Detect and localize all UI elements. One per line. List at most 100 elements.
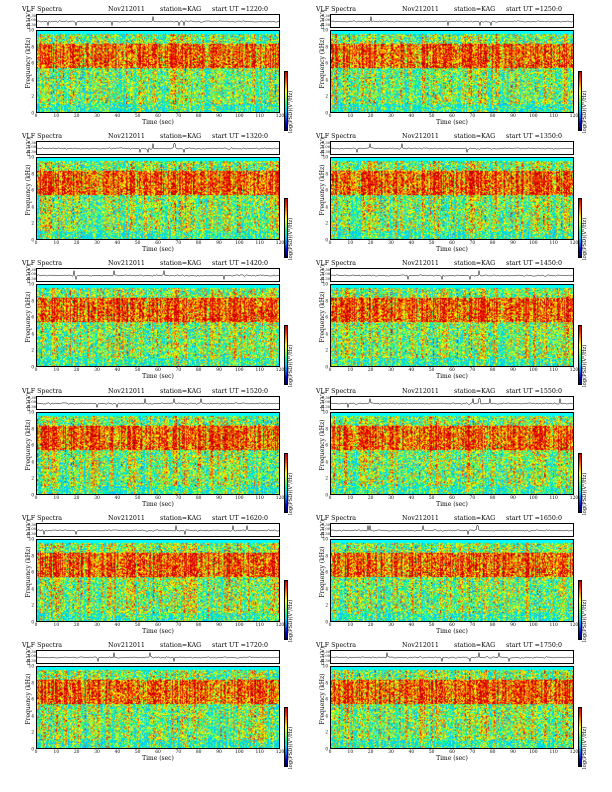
time-tick-label: 20 — [73, 241, 80, 246]
station-label: station=KAG — [160, 388, 202, 395]
waveform-plot: ch1(V) 0.30 0.00 -0.30 — [320, 11, 574, 29]
time-tick-label: 30 — [94, 368, 100, 373]
waveform-tick-label: 0.30 — [321, 523, 330, 527]
waveform-ticks: 0.30 0.00 -0.30 — [25, 396, 36, 409]
frequency-tick-label: 4 — [325, 77, 328, 83]
date-label: Nov212011 — [108, 260, 145, 267]
chart-title: VLF Spectra — [22, 133, 62, 140]
time-tick-label: 50 — [428, 750, 435, 755]
spectrogram-canvas — [37, 667, 279, 748]
spectrogram-heatmap — [36, 30, 280, 113]
waveform-tick-label: -0.30 — [26, 149, 36, 154]
frequency-ticks: 10 8 6 4 2 0 — [320, 282, 328, 370]
waveform-plot: ch1(V) 0.30 0.00 -0.30 — [320, 138, 574, 156]
frequency-tick-label: 6 — [325, 187, 328, 193]
spectrogram-canvas — [37, 285, 279, 366]
time-tick-label: 60 — [155, 241, 161, 246]
frequency-tick-label: 0 — [31, 746, 34, 752]
time-tick-label: 40 — [114, 496, 121, 501]
time-tick-label: 110 — [549, 114, 558, 119]
time-tick-label: 80 — [195, 241, 202, 246]
waveform-tick-label: 0.00 — [27, 272, 36, 277]
waveform-tick-label: 0.00 — [321, 272, 330, 277]
time-axis-label: Time (sec) — [436, 246, 468, 253]
frequency-axis-label: Frequency (kHz) — [25, 419, 32, 471]
time-tick-label: 30 — [94, 114, 100, 119]
frequency-tick-label: 2 — [31, 729, 34, 735]
time-ticks: 0 10 20 30 40 50 60 70 80 90 100 110 120 — [35, 750, 285, 756]
frequency-tick-label: 8 — [31, 553, 34, 559]
colorbar-label: log(PSD)(V²/Hz) — [582, 90, 588, 133]
time-tick-label: 0 — [328, 623, 332, 628]
time-tick-label: 30 — [388, 368, 394, 373]
time-tick-label: 0 — [34, 241, 38, 246]
time-ticks: 0 10 20 30 40 50 60 70 80 90 100 110 120 — [34, 368, 285, 374]
frequency-tick-label: 8 — [325, 298, 328, 304]
frequency-tick-label: 4 — [31, 586, 34, 592]
spectrogram-canvas — [37, 540, 279, 621]
waveform-trace — [331, 16, 574, 27]
frequency-tick-label: 0 — [31, 492, 34, 498]
station-label: station=KAG — [454, 642, 496, 649]
time-ticks: 0 10 20 30 40 50 60 70 80 90 100 110 120 — [35, 623, 285, 629]
frequency-ticks: 10 8 6 4 2 0 — [320, 663, 328, 752]
time-tick-label: 80 — [489, 496, 496, 501]
waveform-tick-label: 0.00 — [27, 145, 36, 150]
time-tick-label: 40 — [114, 750, 121, 755]
time-axis-label: Time (sec) — [436, 755, 468, 762]
panel-header: VLF Spectra Nov212011 station=KAG start UT … — [316, 387, 588, 396]
date-label: Nov212011 — [108, 6, 145, 13]
frequency-tick-label: 4 — [31, 713, 34, 719]
colorbar-label: log(PSD)(V²/Hz) — [288, 344, 294, 387]
time-tick-label: 40 — [408, 496, 415, 501]
time-tick-label: 20 — [73, 114, 80, 119]
station-label: station=KAG — [454, 6, 496, 13]
time-tick-label: 70 — [175, 241, 182, 246]
waveform-plot: ch1(V) 0.30 0.00 -0.30 — [26, 265, 280, 283]
waveform-ticks: 0.30 0.00 -0.30 — [25, 650, 36, 663]
frequency-tick-label: 8 — [31, 171, 34, 177]
time-tick-label: 120 — [569, 241, 579, 246]
frequency-tick-label: 10 — [322, 663, 328, 669]
time-tick-label: 10 — [347, 750, 354, 755]
waveform-ticks: 0.30 0.00 -0.30 — [319, 268, 330, 281]
chart-title: VLF Spectra — [22, 515, 62, 522]
time-tick-label: 30 — [94, 750, 100, 755]
time-tick-label: 10 — [347, 623, 354, 628]
frequency-tick-label: 8 — [325, 553, 328, 559]
frequency-tick-label: 4 — [325, 586, 328, 592]
spectrogram-heatmap — [36, 539, 280, 622]
time-tick-label: 110 — [255, 114, 264, 119]
time-tick-label: 20 — [73, 368, 80, 373]
time-axis-label: Time (sec) — [436, 628, 468, 635]
waveform-tick-label: -0.30 — [320, 22, 330, 27]
start-time-label: start UT =1250:0 — [506, 6, 562, 13]
date-label: Nov212011 — [108, 133, 145, 140]
panel-header: VLF Spectra Nov212011 station=KAG start UT … — [22, 514, 294, 523]
frequency-axis-label: Frequency (kHz) — [25, 673, 32, 725]
spectrogram-canvas — [331, 31, 573, 112]
time-axis-label: Time (sec) — [142, 373, 174, 380]
time-tick-label: 60 — [155, 496, 161, 501]
waveform-plot: ch1(V) 0.30 0.00 -0.30 — [320, 265, 574, 283]
frequency-tick-label: 2 — [325, 347, 328, 353]
time-tick-label: 0 — [34, 114, 38, 119]
frequency-tick-label: 6 — [31, 60, 34, 66]
frequency-tick-label: 0 — [31, 364, 34, 370]
time-tick-label: 80 — [195, 114, 202, 119]
time-axis-label: Time (sec) — [142, 628, 174, 635]
time-tick-label: 60 — [155, 750, 161, 755]
time-tick-label: 110 — [255, 241, 264, 246]
time-tick-label: 100 — [235, 496, 244, 501]
time-ticks: 0 10 20 30 40 50 60 70 80 90 100 110 120 — [34, 114, 285, 120]
spectrogram-canvas — [37, 413, 279, 494]
time-tick-label: 110 — [549, 496, 558, 501]
time-tick-label: 0 — [34, 368, 38, 373]
station-label: station=KAG — [454, 133, 496, 140]
time-tick-label: 50 — [134, 750, 141, 755]
time-tick-label: 50 — [428, 368, 435, 373]
frequency-tick-label: 4 — [31, 459, 34, 465]
time-tick-label: 30 — [388, 241, 394, 246]
frequency-tick-label: 8 — [31, 680, 34, 686]
chart-title: VLF Spectra — [316, 388, 356, 395]
